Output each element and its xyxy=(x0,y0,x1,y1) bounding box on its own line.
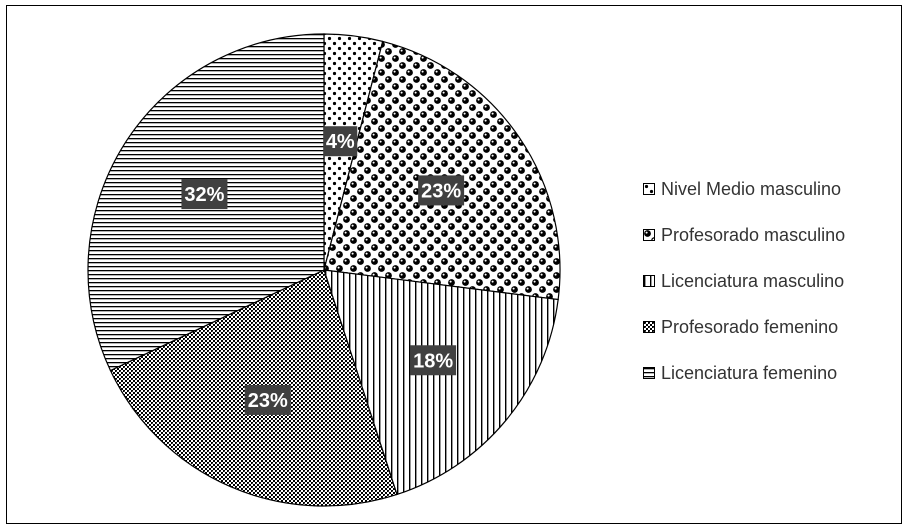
legend-label: Licenciatura masculino xyxy=(661,270,845,291)
legend-label: Profesorado masculino xyxy=(661,224,846,245)
legend-swatch xyxy=(643,275,655,287)
data-label-profesorado-femenino: 23% xyxy=(244,384,291,415)
data-label-background xyxy=(418,175,465,206)
legend-swatch xyxy=(643,321,655,333)
data-label-licenciatura-masculino: 18% xyxy=(410,345,457,376)
chart-frame: 4% 23% 18% 23% 32% xyxy=(6,5,902,524)
pie-slice-licenciatura-masculino xyxy=(323,269,559,496)
data-label-background xyxy=(244,384,291,415)
data-label-text: 4% xyxy=(326,131,355,153)
data-label-text: 23% xyxy=(248,390,288,412)
legend-label: Nivel Medio masculino xyxy=(661,178,842,199)
legend-item-nivel-medio-masculino: Nivel Medio masculino xyxy=(643,166,903,212)
legend-item-licenciatura-femenino: Licenciatura femenino xyxy=(643,350,903,396)
pie-data-labels: 4% 23% 18% 23% 32% xyxy=(181,126,465,415)
data-label-nivel-medio-masculino: 4% xyxy=(323,126,358,157)
legend-swatch xyxy=(643,229,655,241)
pie-slices xyxy=(87,33,561,507)
data-label-licenciatura-femenino: 32% xyxy=(181,179,228,210)
data-label-background xyxy=(410,345,457,376)
data-label-background xyxy=(323,126,358,157)
legend-item-profesorado-masculino: Profesorado masculino xyxy=(643,212,903,258)
data-label-profesorado-masculino: 23% xyxy=(418,175,465,206)
legend: Nivel Medio masculino xyxy=(643,166,903,396)
pie-chart: 4% 23% 18% 23% 32% xyxy=(87,33,561,507)
data-label-text: 18% xyxy=(413,350,453,372)
legend-label: Profesorado femenino xyxy=(661,316,839,337)
pie-slice-profesorado-masculino xyxy=(323,40,561,301)
legend-label: Licenciatura femenino xyxy=(661,362,838,383)
data-label-text: 23% xyxy=(421,180,461,202)
legend-item-profesorado-femenino: Profesorado femenino xyxy=(643,304,903,350)
legend-item-licenciatura-masculino: Licenciatura masculino xyxy=(643,258,903,304)
legend-swatch xyxy=(643,367,655,379)
data-label-background xyxy=(181,179,228,210)
legend-swatch xyxy=(643,183,655,195)
data-label-text: 32% xyxy=(184,184,224,206)
